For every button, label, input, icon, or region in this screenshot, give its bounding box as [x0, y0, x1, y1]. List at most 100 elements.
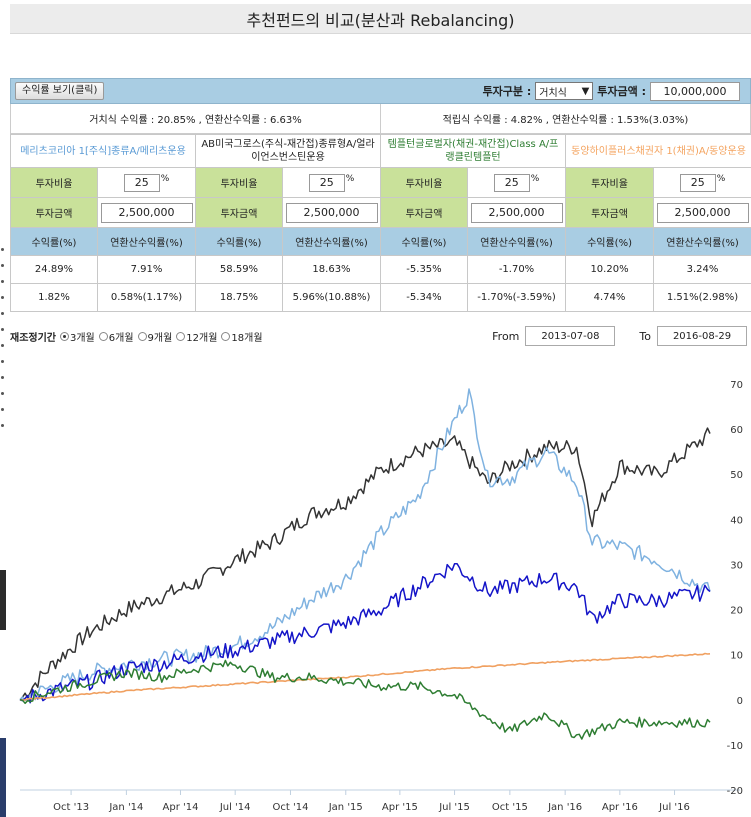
left-edge-artifact — [0, 0, 6, 817]
radio-icon — [176, 331, 186, 341]
installment-summary: 적립식 수익률 : 4.82% , 연환산수익률 : 1.53%(3.03%) — [442, 115, 689, 126]
fund-name[interactable]: 템플턴글로벌자(채권-재간접)Class A/프랭클린템플턴 — [379, 134, 567, 168]
return-header: 수익률(%) — [380, 227, 468, 256]
fund-name[interactable]: AB미국그로스(주식-재간접)종류형A/얼라이언스번스틴운용 — [195, 134, 381, 168]
return-value: 18.75% — [195, 283, 283, 312]
x-tick-label: Oct '15 — [492, 802, 528, 813]
amount-label: 투자금액 — [565, 197, 655, 228]
fund-table: 메리츠코리아 1[주식]종류A/메리츠운용 AB미국그로스(주식-재간접)종류형… — [10, 134, 751, 312]
amount-cell: 2,500,000 — [466, 197, 567, 228]
ratio-input[interactable]: 25 — [123, 173, 160, 192]
bullet-dots — [0, 248, 6, 440]
installment-row: 1.82% 0.58%(1.17%) 18.75% 5.96%(10.88%) … — [10, 283, 751, 312]
annual-return-value: -1.70% — [466, 255, 567, 284]
y-tick-label: 70 — [730, 380, 743, 391]
option-label: 12개월 — [186, 332, 218, 344]
ratio-input[interactable]: 25 — [308, 173, 345, 192]
amount-cell: 2,500,000 — [653, 197, 751, 228]
ratio-label: 투자비율 — [10, 167, 98, 198]
lump-sum-row: 24.89% 7.91% 58.59% 18.63% -5.35% -1.70%… — [10, 255, 751, 284]
option-label: 9개월 — [147, 332, 173, 344]
x-tick-label: Jul '15 — [438, 802, 470, 813]
radio-icon — [221, 331, 231, 341]
y-tick-label: 30 — [730, 560, 743, 571]
percent-sign: % — [160, 173, 170, 184]
radio-checked-icon — [60, 331, 69, 341]
ratio-cell: 25% — [653, 167, 751, 198]
x-tick-label: Apr '14 — [163, 802, 199, 813]
control-right: 투자구분 : 거치식 ▼ 투자금액 : 10,000,000 — [482, 81, 750, 101]
to-label: To — [639, 329, 651, 343]
invest-type-select[interactable]: 거치식 ▼ — [535, 82, 594, 100]
ratio-label: 투자비율 — [565, 167, 655, 198]
x-tick-label: Apr '15 — [382, 802, 418, 813]
series-line — [19, 427, 711, 701]
fund-name[interactable]: 동양하이플러스채권자 1(채권)A/동양운용 — [565, 134, 751, 168]
amount-input[interactable]: 2,500,000 — [656, 202, 749, 223]
rebalance-option-6m[interactable]: 6개월 — [97, 329, 134, 344]
return-header: 수익률(%) — [195, 227, 283, 256]
chevron-down-icon: ▼ — [581, 85, 590, 97]
y-tick-label: 40 — [730, 515, 743, 526]
lump-sum-summary: 거치식 수익률 : 20.85% , 연환산수익률 : 6.63% — [11, 104, 381, 133]
return-header: 수익률(%) — [10, 227, 98, 256]
to-date-input[interactable]: 2016-08-29 — [657, 326, 747, 346]
series-line — [19, 388, 711, 702]
rebalance-option-9m[interactable]: 9개월 — [136, 329, 173, 344]
annual-return-value: 1.51%(2.98%) — [653, 283, 751, 312]
invest-type-label: 투자구분 : — [482, 85, 532, 98]
y-tick-label: -10 — [727, 741, 743, 752]
option-label: 18개월 — [231, 332, 263, 344]
percent-sign: % — [716, 173, 726, 184]
option-label: 3개월 — [70, 332, 95, 344]
edge-block-navy — [0, 738, 6, 817]
y-tick-label: 50 — [730, 470, 743, 481]
rebalance-option-18m[interactable]: 18개월 — [219, 329, 263, 344]
radio-icon — [98, 331, 108, 341]
return-header-row: 수익률(%) 연환산수익률(%) 수익률(%) 연환산수익률(%) 수익률(%)… — [10, 227, 751, 256]
return-value: 1.82% — [10, 283, 98, 312]
annual-return-value: -1.70%(-3.59%) — [466, 283, 567, 312]
y-tick-label: 60 — [730, 425, 743, 436]
x-tick-label: Jul '14 — [219, 802, 251, 813]
amount-input[interactable]: 2,500,000 — [285, 202, 378, 223]
control-bar: 수익률 보기(클릭) 투자구분 : 거치식 ▼ 투자금액 : 10,000,00… — [10, 78, 751, 104]
amount-row: 투자금액 2,500,000 투자금액 2,500,000 투자금액 2,500… — [10, 197, 751, 228]
view-returns-button[interactable]: 수익률 보기(클릭) — [15, 82, 105, 100]
ratio-input[interactable]: 25 — [679, 173, 716, 192]
rebalance-bar: 재조정기간 3개월 6개월 9개월 12개월 18개월 From 2013-07… — [10, 326, 751, 346]
from-label: From — [492, 329, 520, 343]
percent-sign: % — [530, 173, 540, 184]
rebalance-option-3m[interactable]: 3개월 — [58, 329, 95, 344]
amount-input[interactable]: 2,500,000 — [100, 202, 193, 223]
percent-sign: % — [345, 173, 355, 184]
performance-chart: -20 -10 0 10 20 30 40 50 60 70 Oct '13 Jan '14 Apr '… — [19, 380, 743, 813]
amount-label: 투자금액 — [195, 197, 283, 228]
y-tick-label: -20 — [727, 786, 743, 797]
ratio-cell: 25% — [97, 167, 196, 198]
invest-amount-label: 투자금액 : — [597, 85, 646, 98]
ratio-row: 투자비율 25% 투자비율 25% 투자비율 25% 투자비율 25% — [10, 167, 751, 198]
annual-return-header: 연환산수익률(%) — [282, 227, 381, 256]
series-line — [19, 659, 711, 740]
ratio-cell: 25% — [282, 167, 381, 198]
y-tick-label: 20 — [730, 606, 743, 617]
ratio-input[interactable]: 25 — [493, 173, 530, 192]
annual-return-value: 18.63% — [282, 255, 381, 284]
return-value: 10.20% — [565, 255, 655, 284]
rebalance-option-12m[interactable]: 12개월 — [174, 329, 217, 344]
invest-amount-input[interactable]: 10,000,000 — [650, 81, 740, 101]
annual-return-value: 5.96%(10.88%) — [282, 283, 381, 312]
rebalance-label: 재조정기간 — [10, 332, 56, 344]
from-date-input[interactable]: 2013-07-08 — [525, 326, 616, 346]
annual-return-header: 연환산수익률(%) — [466, 227, 567, 256]
fund-name[interactable]: 메리츠코리아 1[주식]종류A/메리츠운용 — [10, 134, 196, 168]
series-line — [19, 652, 711, 701]
option-label: 6개월 — [108, 332, 134, 344]
edge-block-dark — [0, 570, 6, 630]
annual-return-value: 0.58%(1.17%) — [97, 283, 196, 312]
annual-return-value: 3.24% — [653, 255, 751, 284]
ratio-cell: 25% — [466, 167, 567, 198]
return-value: -5.35% — [380, 255, 468, 284]
amount-input[interactable]: 2,500,000 — [470, 202, 563, 223]
